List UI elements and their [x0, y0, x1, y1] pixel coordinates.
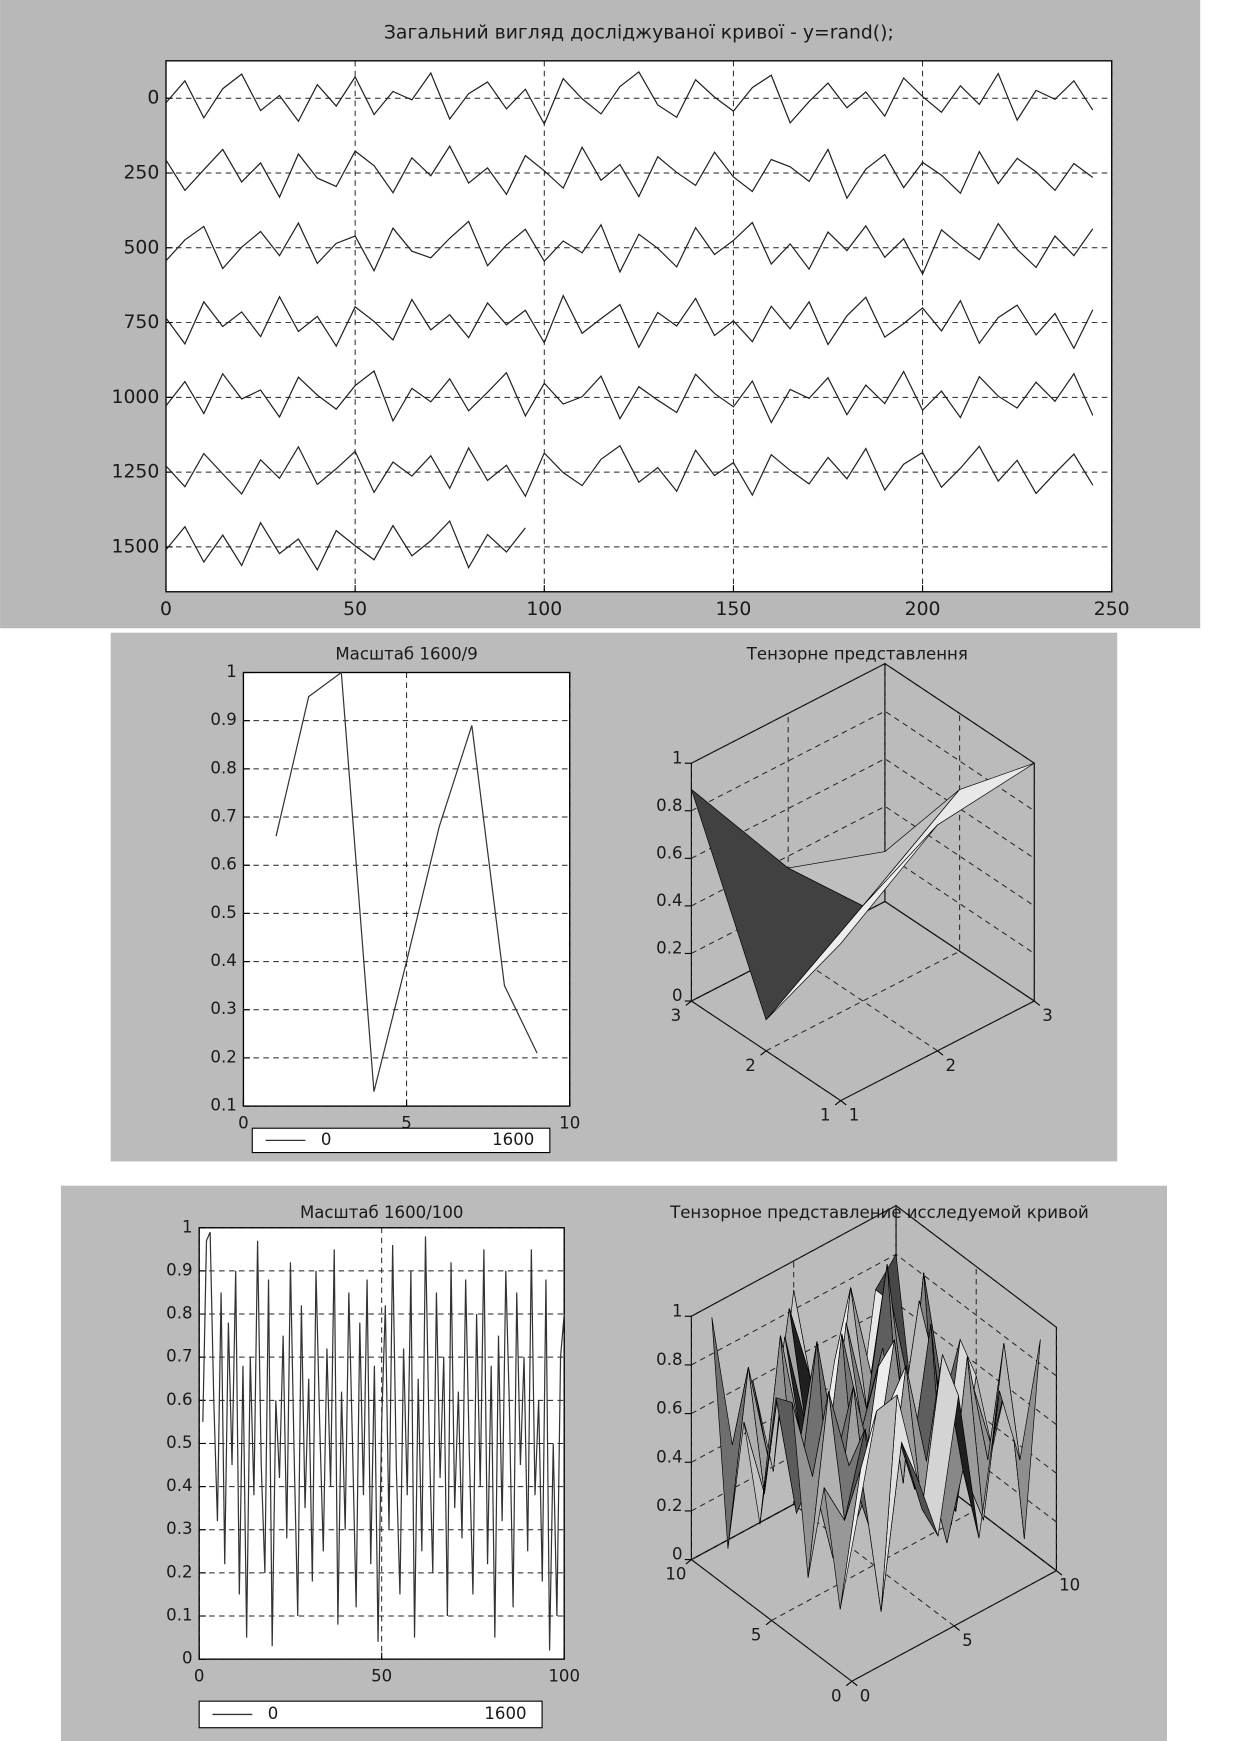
z-tick-label: 0.8	[656, 796, 682, 815]
y-tick-label: 3	[671, 1006, 682, 1025]
x-tick-label: 100	[548, 1666, 580, 1685]
y-tick-label: 1000	[112, 387, 160, 408]
z-tick-label: 0.8	[656, 1350, 682, 1369]
x-tick-label: 50	[343, 599, 367, 620]
y-tick-label: 1500	[112, 536, 160, 557]
y-tick-label: 1	[226, 662, 237, 681]
y-tick-label: 750	[123, 312, 159, 333]
x-tick-label: 0	[238, 1113, 249, 1132]
y-tick-label: 0.6	[166, 1390, 192, 1409]
y-tick-label: 0.8	[210, 758, 236, 777]
x-tick-label: 0	[860, 1686, 871, 1705]
y-tick-label: 1	[820, 1106, 831, 1125]
y-tick-label: 0.1	[166, 1606, 192, 1625]
y-tick-label: 1	[182, 1217, 193, 1236]
y-tick-label: 5	[751, 1625, 762, 1644]
y-tick-label: 0.3	[166, 1519, 192, 1538]
x-tick-label: 50	[371, 1666, 392, 1685]
z-tick-label: 0	[672, 986, 683, 1005]
figure: Загальний вигляд досліджуваної кривої - …	[0, 0, 1239, 1741]
x-tick-label: 5	[962, 1631, 973, 1650]
y-tick-label: 0.4	[166, 1476, 192, 1495]
x-tick-label: 1	[849, 1106, 860, 1125]
z-tick-label: 0	[672, 1545, 683, 1564]
y-tick-label: 0.7	[166, 1347, 192, 1366]
y-tick-label: 0.9	[166, 1260, 192, 1279]
y-tick-label: 0	[147, 88, 159, 109]
x-tick-label: 0	[160, 599, 172, 620]
y-tick-label: 0.5	[166, 1433, 192, 1452]
z-tick-label: 0.2	[656, 939, 682, 958]
z-tick-label: 1	[672, 1301, 683, 1320]
y-tick-label: 0.3	[210, 999, 236, 1018]
x-tick-label: 0	[194, 1666, 205, 1685]
plot-area	[166, 61, 1112, 592]
z-tick-label: 0.4	[656, 891, 682, 910]
x-tick-label: 250	[1094, 599, 1130, 620]
y-tick-label: 0.1	[210, 1096, 236, 1115]
z-tick-label: 0.6	[656, 843, 682, 862]
y-tick-label: 500	[123, 237, 159, 258]
y-tick-label: 0.5	[210, 903, 236, 922]
z-tick-label: 1	[672, 748, 683, 767]
chart-title: Масштаб 1600/9	[335, 644, 477, 663]
legend-label: 1600	[484, 1704, 526, 1723]
y-tick-label: 0.4	[210, 951, 236, 970]
page: {"chart_data": [ {"type": "strip", "titl…	[0, 0, 1239, 1741]
x-tick-label: 3	[1042, 1006, 1053, 1025]
y-tick-label: 0	[182, 1649, 193, 1668]
chart-title: Загальний вигляд досліджуваної кривої - …	[384, 23, 894, 44]
z-tick-label: 0.2	[656, 1496, 682, 1515]
y-tick-label: 1250	[112, 462, 160, 483]
y-tick-label: 0	[831, 1686, 842, 1705]
y-tick-label: 0.9	[210, 710, 236, 729]
y-tick-label: 0.2	[166, 1562, 192, 1581]
x-tick-label: 150	[715, 599, 751, 620]
x-tick-label: 10	[1059, 1576, 1080, 1595]
y-tick-label: 0.7	[210, 807, 236, 826]
y-tick-label: 0.8	[166, 1304, 192, 1323]
z-tick-label: 0.6	[656, 1399, 682, 1418]
legend-label: 1600	[492, 1130, 534, 1149]
legend-label: 0	[268, 1704, 279, 1723]
chart-title: Тензорное представление исследуемой крив…	[669, 1203, 1089, 1222]
chart-title: Тензорне представлення	[746, 644, 968, 663]
legend-label: 0	[321, 1130, 332, 1149]
y-tick-label: 250	[123, 163, 159, 184]
x-tick-label: 10	[559, 1113, 580, 1132]
y-tick-label: 10	[665, 1565, 686, 1584]
x-tick-label: 100	[526, 599, 562, 620]
x-tick-label: 200	[905, 599, 941, 620]
x-tick-label: 2	[945, 1056, 956, 1075]
y-tick-label: 0.6	[210, 855, 236, 874]
chart-title: Масштаб 1600/100	[300, 1203, 463, 1222]
y-tick-label: 2	[745, 1056, 756, 1075]
z-tick-label: 0.4	[656, 1447, 682, 1466]
y-tick-label: 0.2	[210, 1047, 236, 1066]
